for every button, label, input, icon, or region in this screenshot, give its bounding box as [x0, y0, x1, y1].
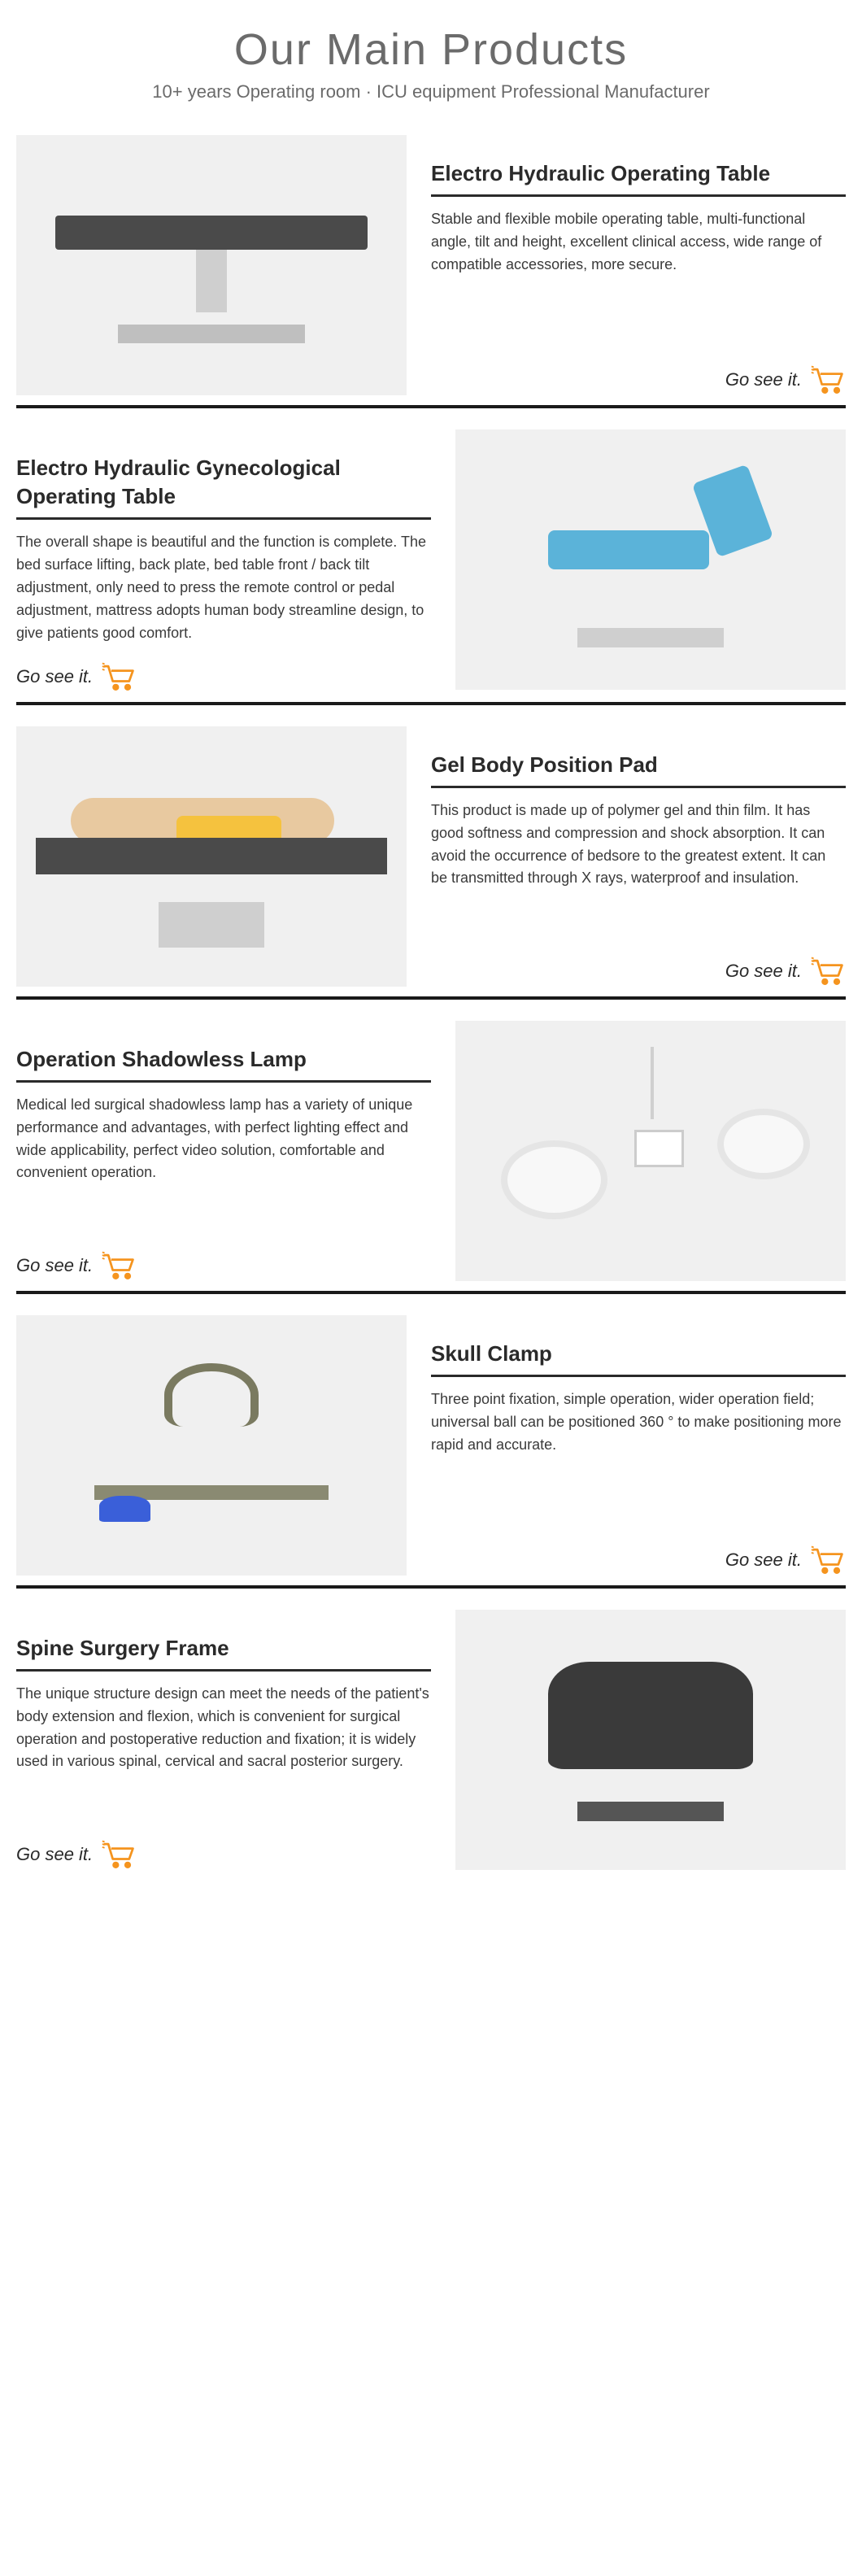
product-image [16, 135, 407, 395]
product-image [455, 1021, 846, 1281]
product-description: The overall shape is beautiful and the f… [16, 531, 431, 644]
product-row: Electro Hydraulic Operating Table Stable… [16, 135, 846, 395]
product-row: Electro Hydraulic Gynecological Operatin… [16, 429, 846, 692]
cta-label: Go see it. [725, 1550, 802, 1571]
go-see-it-link[interactable]: Go see it. [16, 645, 431, 692]
section-divider [16, 1291, 846, 1294]
product-text: Operation Shadowless Lamp Medical led su… [16, 1021, 431, 1281]
cart-icon [101, 661, 137, 692]
cta-label: Go see it. [725, 961, 802, 982]
section-divider [16, 996, 846, 1000]
cta-label: Go see it. [16, 1844, 93, 1865]
page-title: Our Main Products [16, 24, 846, 75]
section-divider [16, 702, 846, 705]
cta-label: Go see it. [16, 666, 93, 687]
product-image [455, 429, 846, 690]
product-text: Skull Clamp Three point fixation, simple… [431, 1315, 846, 1576]
product-row: Gel Body Position Pad This product is ma… [16, 726, 846, 987]
product-title: Electro Hydraulic Operating Table [431, 159, 846, 197]
go-see-it-link[interactable]: Go see it. [16, 1823, 431, 1870]
product-image [16, 1315, 407, 1576]
product-text: Spine Surgery Frame The unique structure… [16, 1610, 431, 1870]
product-image [16, 726, 407, 987]
product-title: Gel Body Position Pad [431, 751, 846, 788]
product-description: Medical led surgical shadowless lamp has… [16, 1094, 431, 1185]
section-divider [16, 405, 846, 408]
product-text: Gel Body Position Pad This product is ma… [431, 726, 846, 987]
product-description: This product is made up of polymer gel a… [431, 800, 846, 891]
product-description: Three point fixation, simple operation, … [431, 1388, 846, 1457]
product-row: Skull Clamp Three point fixation, simple… [16, 1315, 846, 1576]
go-see-it-link[interactable]: Go see it. [16, 1234, 431, 1281]
go-see-it-link[interactable]: Go see it. [431, 939, 846, 987]
cart-icon [810, 1545, 846, 1576]
product-row: Operation Shadowless Lamp Medical led su… [16, 1021, 846, 1281]
page-header: Our Main Products 10+ years Operating ro… [16, 24, 846, 102]
product-text: Electro Hydraulic Operating Table Stable… [431, 135, 846, 395]
product-row: Spine Surgery Frame The unique structure… [16, 1610, 846, 1870]
cta-label: Go see it. [725, 369, 802, 390]
product-title: Electro Hydraulic Gynecological Operatin… [16, 454, 431, 520]
go-see-it-link[interactable]: Go see it. [431, 1528, 846, 1576]
product-description: Stable and flexible mobile operating tab… [431, 208, 846, 277]
product-title: Operation Shadowless Lamp [16, 1045, 431, 1083]
cta-label: Go see it. [16, 1255, 93, 1276]
product-description: The unique structure design can meet the… [16, 1683, 431, 1774]
go-see-it-link[interactable]: Go see it. [431, 348, 846, 395]
product-image [455, 1610, 846, 1870]
page-subtitle: 10+ years Operating room · ICU equipment… [16, 81, 846, 102]
cart-icon [810, 956, 846, 987]
section-divider [16, 1585, 846, 1589]
cart-icon [810, 364, 846, 395]
product-title: Skull Clamp [431, 1340, 846, 1377]
cart-icon [101, 1839, 137, 1870]
product-title: Spine Surgery Frame [16, 1634, 431, 1672]
product-text: Electro Hydraulic Gynecological Operatin… [16, 429, 431, 692]
cart-icon [101, 1250, 137, 1281]
